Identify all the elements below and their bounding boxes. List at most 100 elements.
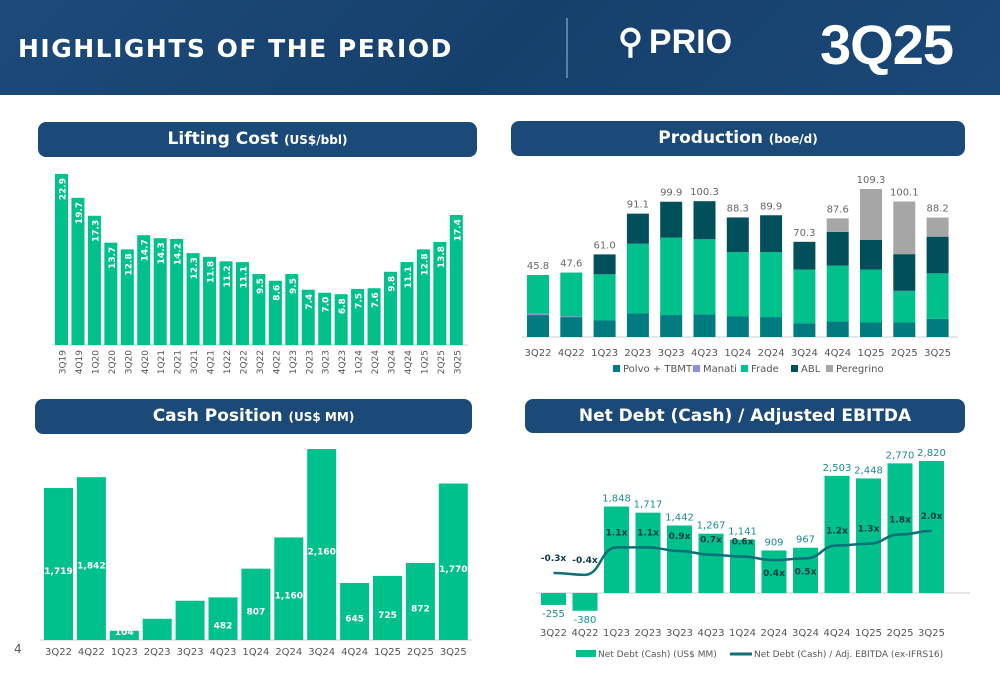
cash-position-bar: [44, 488, 73, 640]
net-debt-category-label: 4Q22: [572, 628, 599, 639]
production-category-label: 3Q25: [924, 348, 951, 359]
leverage-ratio-label: 2.0x: [921, 512, 943, 522]
lifting-cost-value-label: 14.7: [141, 239, 151, 261]
lifting-cost-value-label: 11.8: [207, 261, 217, 283]
lifting-cost-bar: [153, 238, 167, 345]
production-bar-segment-frade: [826, 265, 849, 322]
net-debt-value-label: 2,448: [854, 465, 883, 476]
lifting-cost-category-label: 3Q21: [190, 350, 200, 374]
legend-label-net-debt: Net Debt (Cash) (US$ MM): [598, 650, 717, 660]
cash-position-category-label: 3Q23: [177, 647, 204, 658]
production-header: Production (boe/d): [511, 121, 965, 156]
lifting-cost-value-label: 9.5: [289, 278, 299, 294]
production-bar-segment-polvo-tbmt: [826, 321, 849, 337]
net-debt-category-label: 3Q23: [666, 628, 693, 639]
leverage-ratio-label: 1.3x: [858, 525, 880, 535]
net-debt-category-label: 3Q25: [918, 628, 945, 639]
lifting-cost-category-label: 4Q22: [272, 350, 282, 374]
production-total-label: 91.1: [627, 200, 649, 211]
leverage-ratio-label: 1.1x: [606, 528, 628, 538]
lifting-cost-category-label: 1Q23: [289, 350, 299, 374]
cash-position-value-label: 240: [148, 609, 167, 619]
lifting-cost-bar: [120, 249, 134, 345]
octopus-icon: ⚲: [618, 23, 643, 61]
production-bar-segment-polvo-tbmt: [760, 317, 783, 337]
production-total-label: 109.3: [857, 175, 886, 186]
production-total-label: 100.1: [890, 187, 919, 198]
lifting-cost-value-label: 17.3: [91, 220, 101, 242]
lifting-cost-value-label: 6.8: [338, 298, 348, 314]
cash-position-value-label: 1,842: [77, 562, 105, 572]
production-category-label: 3Q22: [525, 348, 552, 359]
production-bar-segment-abl: [593, 254, 616, 275]
production-bar-segment-polvo-tbmt: [527, 315, 549, 337]
cash-position-category-label: 4Q23: [210, 647, 237, 658]
lifting-cost-category-label: 1Q20: [91, 350, 101, 375]
legend-swatch: [791, 365, 798, 372]
lifting-cost-bar: [334, 294, 348, 345]
net-debt-category-label: 4Q23: [698, 628, 725, 639]
leverage-ratio-label: 1.1x: [637, 528, 659, 538]
lifting-cost-value-label: 7.0: [322, 297, 332, 313]
lifting-cost-value-label: 13.8: [437, 246, 447, 268]
net-debt-header: Net Debt (Cash) / Adjusted EBITDA: [525, 399, 965, 433]
legend-label-ratio: Net Debt (Cash) / Adj. EBITDA (ex-IFRS16…: [754, 650, 943, 660]
production-bar-segment-manati: [527, 313, 549, 316]
production-bar-segment-polvo-tbmt: [726, 316, 749, 337]
logo-text: PRIO: [648, 22, 733, 61]
lifting-cost-bar: [104, 242, 118, 345]
production-bar-segment-abl: [760, 215, 783, 253]
lifting-cost-category-label: 2Q24: [371, 350, 381, 375]
cash-position-bar: [76, 477, 106, 640]
production-bar-segment-polvo-tbmt: [860, 322, 882, 337]
cash-position-category-label: 4Q22: [78, 647, 105, 658]
production-category-label: 3Q24: [791, 348, 818, 359]
production-bar-segment-frade: [693, 239, 716, 315]
cash-position-bar: [109, 630, 139, 640]
production-bar-segment-frade: [760, 252, 783, 318]
leverage-ratio-label: -0.3x: [541, 554, 567, 564]
lifting-cost-category-label: 1Q22: [223, 350, 233, 374]
cash-position-value-label: 807: [247, 607, 266, 617]
production-bar-segment-peregrino: [826, 218, 849, 232]
cash-position-value-label: 104: [115, 628, 134, 638]
production-total-label: 99.9: [660, 188, 682, 199]
cash-position-bar: [373, 575, 402, 640]
cash-position-bar: [142, 618, 172, 640]
production-total-label: 45.8: [527, 261, 549, 272]
leverage-ratio-label: 0.7x: [700, 536, 722, 546]
production-category-label: 1Q25: [858, 348, 885, 359]
net-debt-value-label: 909: [764, 537, 783, 548]
lifting-cost-value-label: 7.6: [371, 292, 381, 308]
lifting-cost-bar: [285, 274, 299, 345]
lifting-cost-bar: [186, 253, 200, 345]
production-bar-segment-abl: [826, 231, 849, 266]
cash-position-category-label: 2Q24: [275, 647, 302, 658]
lifting-cost-bar: [71, 197, 85, 345]
production-category-label: 4Q24: [824, 348, 851, 359]
page-number: 4: [14, 642, 22, 656]
production-total-label: 100.3: [690, 187, 719, 198]
production-category-label: 2Q24: [758, 348, 785, 359]
lifting-cost-value-label: 7.5: [355, 293, 365, 309]
cash-position-value-label: 872: [411, 604, 430, 614]
legend-swatch-net-debt: [576, 650, 596, 657]
net-debt-bar: [698, 533, 724, 593]
lifting-cost-category-label: 2Q21: [174, 350, 184, 374]
production-category-label: 4Q23: [691, 348, 718, 359]
legend-swatch: [693, 365, 700, 372]
net-debt-bar: [730, 539, 755, 593]
cash-position-bar: [438, 483, 468, 640]
net-debt-category-label: 3Q24: [792, 628, 819, 639]
cash-position-bar: [208, 597, 238, 640]
net-debt-value-label: 2,770: [886, 450, 915, 461]
production-bar-segment-polvo-tbmt: [560, 317, 583, 337]
net-debt-bar: [793, 547, 818, 593]
lifting-cost-category-label: 3Q19: [59, 350, 69, 375]
production-total-label: 47.6: [560, 259, 582, 270]
quarter-label: 3Q25: [820, 13, 954, 76]
production-bar-segment-abl: [926, 236, 949, 274]
lifting-cost-bar: [268, 280, 282, 345]
cash-position-bar: [175, 600, 205, 640]
production-bar-segment-polvo-tbmt: [926, 318, 949, 337]
